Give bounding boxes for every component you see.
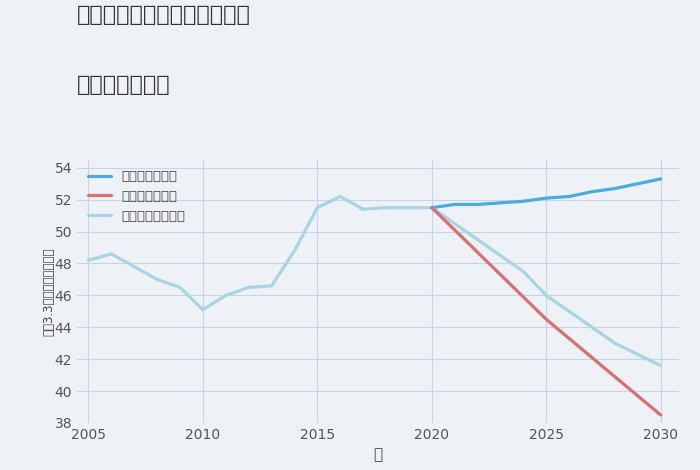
ノーマルシナリオ xyxy=(634,352,642,357)
ノーマルシナリオ xyxy=(382,205,390,211)
ノーマルシナリオ xyxy=(199,307,207,313)
ノーマルシナリオ xyxy=(267,283,276,289)
ノーマルシナリオ xyxy=(542,292,550,298)
ノーマルシナリオ xyxy=(290,248,299,253)
ノーマルシナリオ xyxy=(496,253,505,258)
Line: グッドシナリオ: グッドシナリオ xyxy=(432,179,661,208)
Text: 土地の価格推移: 土地の価格推移 xyxy=(77,75,171,95)
ノーマルシナリオ xyxy=(610,340,619,346)
ノーマルシナリオ xyxy=(428,205,436,211)
Y-axis label: 平（3.3㎡）単価（万円）: 平（3.3㎡）単価（万円） xyxy=(43,247,55,336)
Line: ノーマルシナリオ: ノーマルシナリオ xyxy=(88,196,661,366)
ノーマルシナリオ xyxy=(153,277,161,282)
ノーマルシナリオ xyxy=(519,269,528,274)
ノーマルシナリオ xyxy=(473,237,482,243)
ノーマルシナリオ xyxy=(222,292,230,298)
ノーマルシナリオ xyxy=(657,363,665,368)
Line: バッドシナリオ: バッドシナリオ xyxy=(432,208,661,415)
ノーマルシナリオ xyxy=(565,308,573,314)
グッドシナリオ xyxy=(565,194,573,199)
ノーマルシナリオ xyxy=(84,258,92,263)
ノーマルシナリオ xyxy=(405,205,413,211)
グッドシナリオ xyxy=(428,205,436,211)
Legend: グッドシナリオ, バッドシナリオ, ノーマルシナリオ: グッドシナリオ, バッドシナリオ, ノーマルシナリオ xyxy=(83,166,190,227)
ノーマルシナリオ xyxy=(313,205,321,211)
グッドシナリオ xyxy=(634,181,642,187)
グッドシナリオ xyxy=(519,198,528,204)
グッドシナリオ xyxy=(473,202,482,207)
ノーマルシナリオ xyxy=(588,324,596,330)
グッドシナリオ xyxy=(657,176,665,182)
グッドシナリオ xyxy=(451,202,459,207)
グッドシナリオ xyxy=(496,200,505,206)
グッドシナリオ xyxy=(542,195,550,201)
バッドシナリオ xyxy=(428,205,436,211)
ノーマルシナリオ xyxy=(176,285,184,290)
ノーマルシナリオ xyxy=(130,264,139,269)
グッドシナリオ xyxy=(610,186,619,191)
ノーマルシナリオ xyxy=(359,206,368,212)
ノーマルシナリオ xyxy=(244,285,253,290)
グッドシナリオ xyxy=(588,189,596,195)
ノーマルシナリオ xyxy=(336,194,344,199)
ノーマルシナリオ xyxy=(451,221,459,227)
ノーマルシナリオ xyxy=(107,251,116,257)
Text: 兵庫県西宮市名塩ガーデンの: 兵庫県西宮市名塩ガーデンの xyxy=(77,5,251,25)
X-axis label: 年: 年 xyxy=(373,447,383,462)
バッドシナリオ xyxy=(542,316,550,322)
バッドシナリオ xyxy=(657,412,665,418)
